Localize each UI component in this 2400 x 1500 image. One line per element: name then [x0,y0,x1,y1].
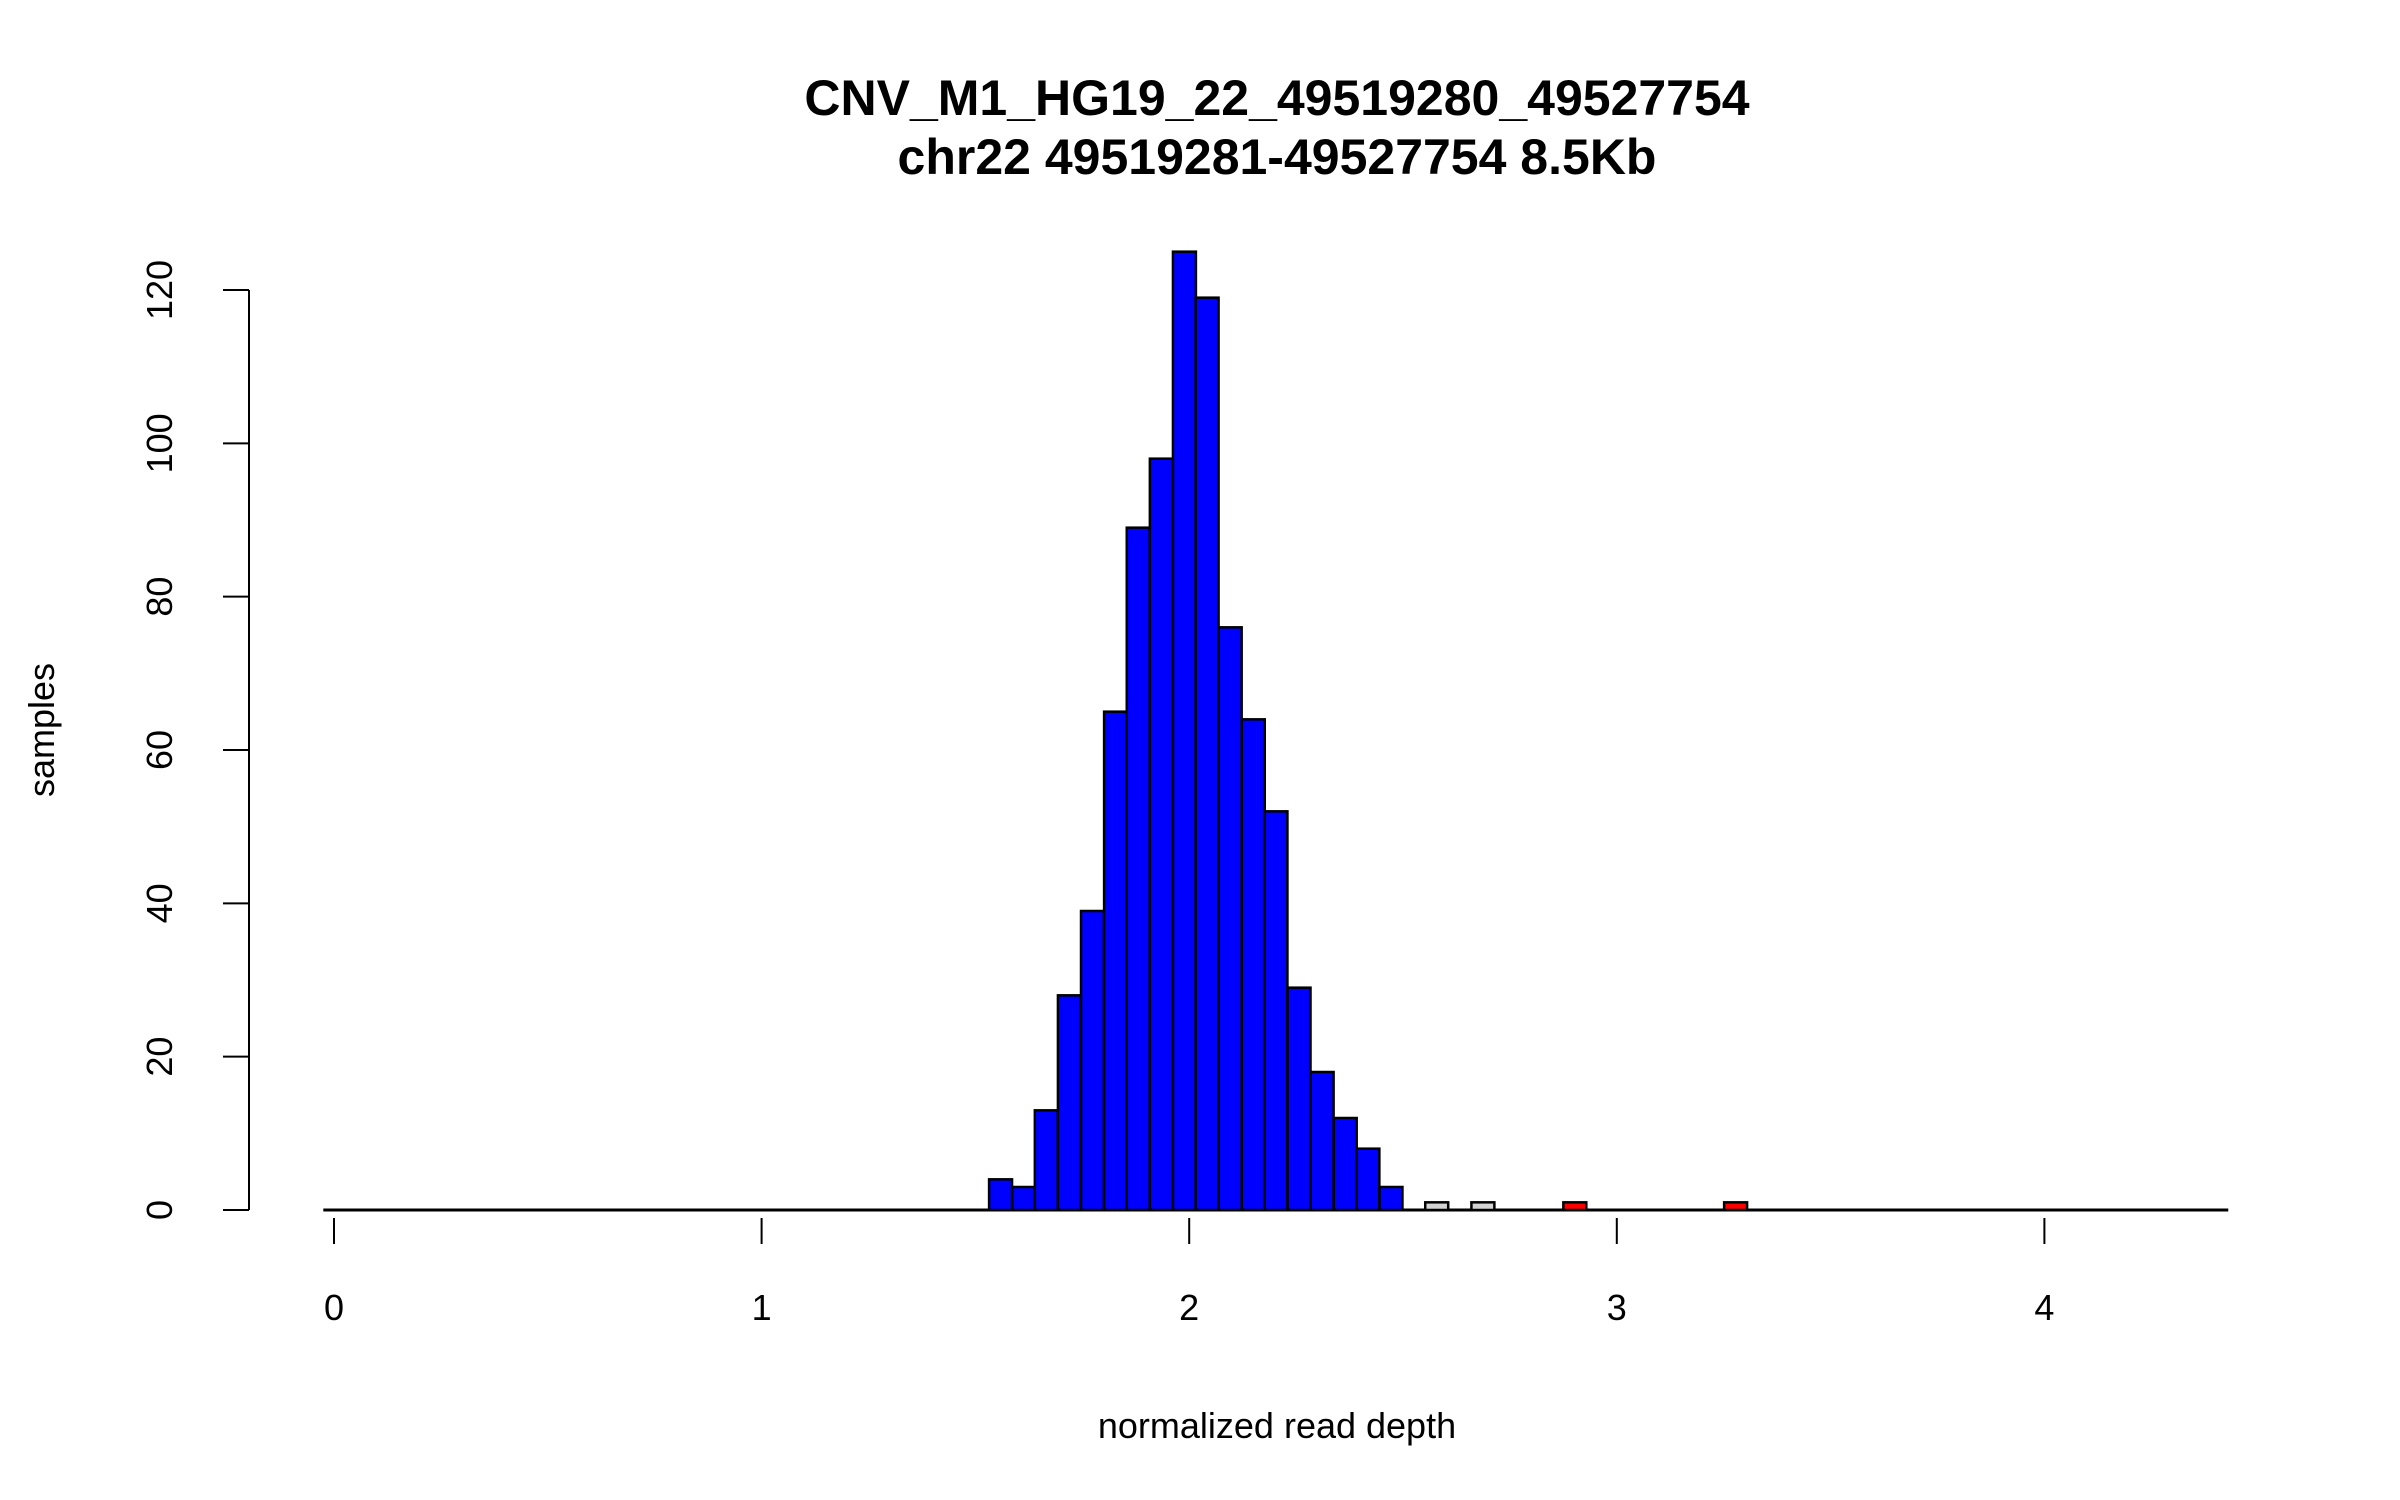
x-tick-label: 2 [1179,1287,1199,1328]
histogram-bar-normal [1286,986,1312,1212]
y-tick-label: 20 [139,1037,180,1077]
histogram-bar-normal [1148,457,1175,1212]
histogram-bar-normal [1079,909,1106,1212]
histogram-bar-normal [1355,1147,1381,1212]
histogram-bar-normal [1309,1070,1335,1212]
histogram-bar-normal [987,1178,1014,1212]
chart-subtitle: chr22 49519281-49527754 8.5Kb [898,129,1657,185]
histogram-bar-ambiguous [1423,1201,1450,1212]
histogram-bar-normal [1378,1185,1404,1212]
y-tick-label: 80 [139,577,180,617]
histogram-bar-normal [1217,626,1243,1212]
y-axis: 0 20 40 60 80 100 120 [139,260,250,1220]
x-axis: 0 1 2 3 4 [324,1218,2054,1328]
histogram-bar-normal [1332,1116,1358,1212]
histogram-bar-normal [1056,994,1083,1212]
histogram-bar-normal [1263,810,1289,1212]
y-tick-label: 60 [139,730,180,770]
histogram-bar-normal [1102,710,1129,1212]
histogram-bar-gain [1722,1201,1749,1212]
x-axis-label: normalized read depth [1098,1405,1456,1446]
y-tick-label: 120 [139,260,180,320]
x-tick-label: 1 [752,1287,772,1328]
bars-group [323,250,2229,1212]
histogram-bar-normal [1194,296,1220,1212]
histogram-bar-normal [1171,250,1198,1212]
y-tick-label: 100 [139,413,180,473]
histogram-bar-gain [1562,1201,1588,1212]
histogram-bar-normal [1240,718,1267,1212]
histogram-bar-normal [1010,1185,1037,1212]
y-axis-label: samples [21,663,62,797]
histogram-bar-normal [1033,1109,1060,1212]
x-tick-label: 3 [1607,1287,1627,1328]
x-tick-label: 0 [324,1287,344,1328]
histogram-bar-normal [1125,526,1151,1212]
histogram-bar-ambiguous [1470,1201,1496,1212]
chart-title: CNV_M1_HG19_22_49519280_49527754 [804,70,1749,126]
y-tick-label: 0 [139,1200,180,1220]
x-tick-label: 4 [2034,1287,2054,1328]
y-tick-label: 40 [139,883,180,923]
